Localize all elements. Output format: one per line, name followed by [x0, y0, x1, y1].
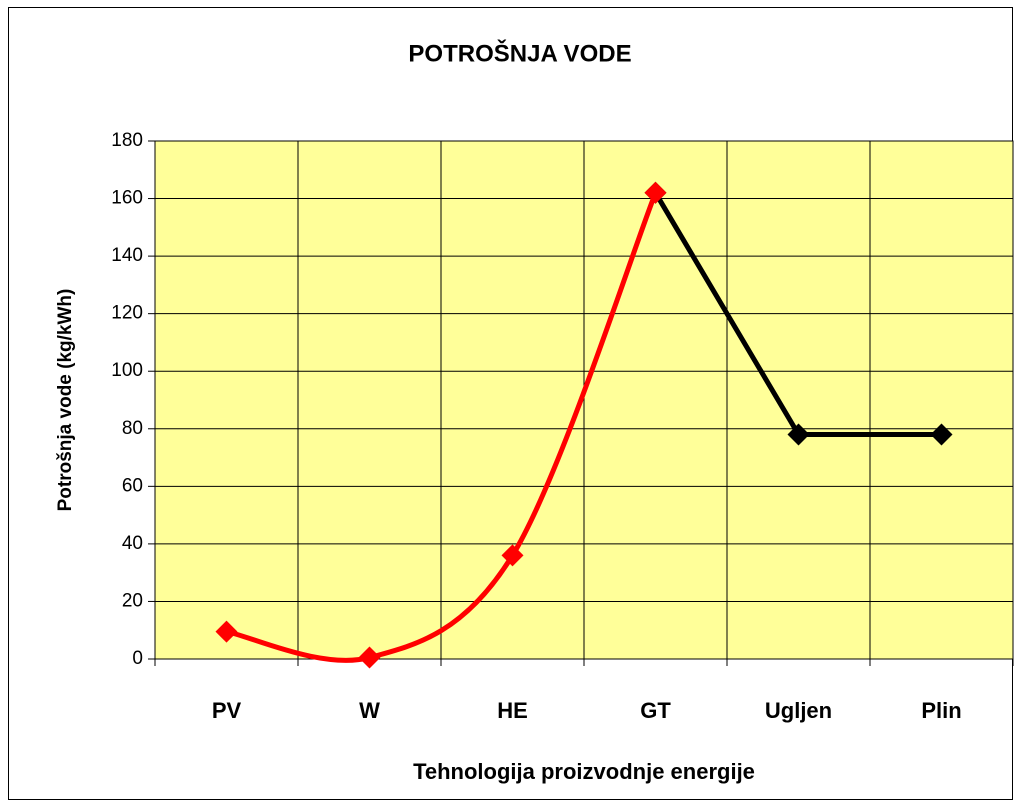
y-tick-label: 100 [111, 360, 143, 381]
y-tick-label: 120 [111, 303, 143, 324]
x-tick-label: W [359, 698, 380, 723]
x-tick-label: GT [640, 698, 671, 723]
marker [215, 620, 238, 643]
x-tick-label: HE [497, 698, 528, 723]
series-line [225, 191, 658, 663]
y-axis-title: Potrošnja vode (kg/kWh) [55, 289, 76, 512]
y-tick-label: 20 [122, 590, 143, 611]
x-axis-title: Tehnologija proizvodnje energije [413, 759, 755, 784]
y-tick-label: 180 [111, 130, 143, 151]
y-tick-label: 0 [132, 648, 143, 669]
y-tick-label: 40 [122, 533, 143, 554]
marker [930, 423, 953, 446]
y-tick-label: 60 [122, 475, 143, 496]
x-tick-label: Ugljen [765, 698, 832, 723]
chart-title: POTROŠNJA VODE [408, 39, 631, 67]
y-tick-label: 80 [122, 418, 143, 439]
y-tick-label: 160 [111, 188, 143, 209]
y-tick-label: 140 [111, 245, 143, 266]
marker [787, 423, 810, 446]
x-tick-label: Plin [921, 698, 961, 723]
marker [644, 181, 667, 204]
x-tick-label: PV [212, 698, 242, 723]
marker [501, 544, 524, 567]
marker [358, 646, 381, 669]
